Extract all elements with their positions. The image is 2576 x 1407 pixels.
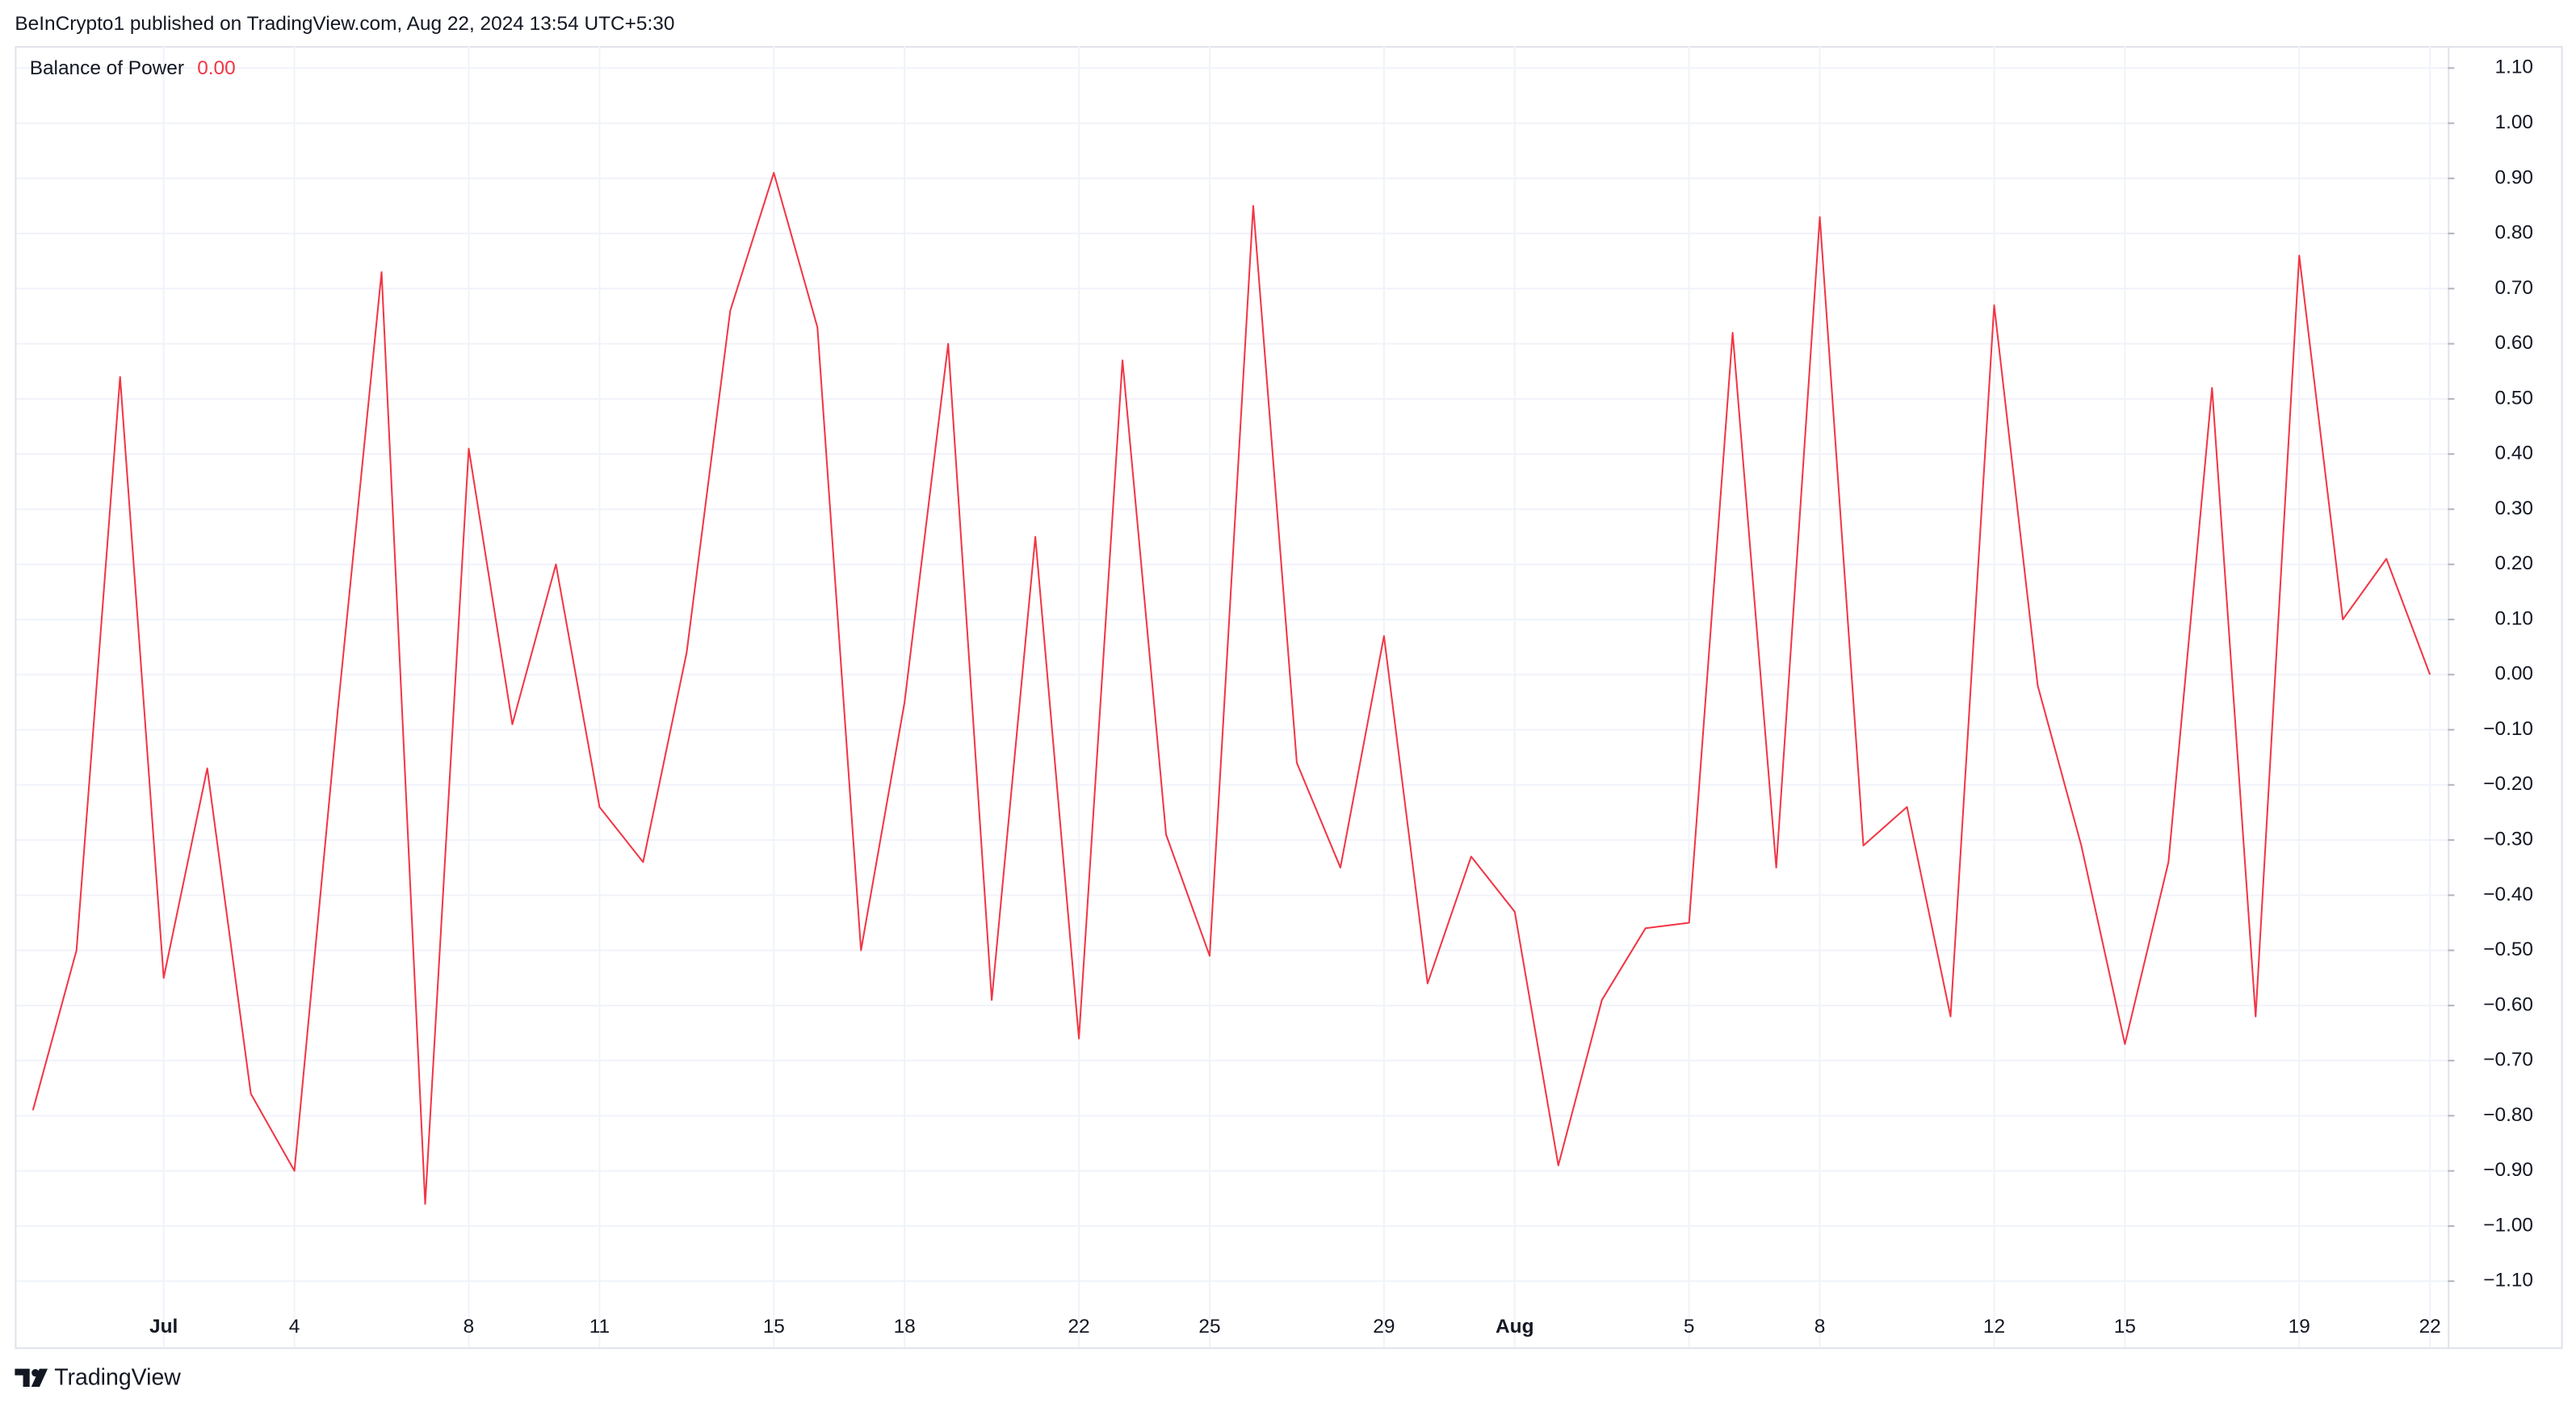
tradingview-logo: TradingView bbox=[15, 1364, 181, 1390]
y-tick-label: 0.30 bbox=[2495, 498, 2534, 519]
y-tick-label: 0.40 bbox=[2495, 443, 2534, 464]
x-tick-label: 18 bbox=[894, 1316, 916, 1338]
y-tick-label: 1.10 bbox=[2495, 57, 2534, 78]
y-tick-label: −0.60 bbox=[2483, 993, 2533, 1015]
x-tick-label: 4 bbox=[289, 1316, 300, 1338]
publish-info: BeInCrypto1 published on TradingView.com… bbox=[15, 13, 674, 35]
y-tick-label: 0.90 bbox=[2495, 166, 2534, 188]
plot bbox=[31, 171, 2431, 1205]
y-tick-label: 0.80 bbox=[2495, 222, 2534, 244]
series-line bbox=[31, 171, 2431, 1205]
y-tick-label: 0.20 bbox=[2495, 552, 2534, 574]
x-tick-label: 25 bbox=[1198, 1316, 1220, 1338]
y-tick-label: −0.20 bbox=[2483, 773, 2533, 795]
y-tick-label: 0.60 bbox=[2495, 332, 2534, 354]
y-tick-label: 0.00 bbox=[2495, 663, 2534, 685]
brand: TradingView bbox=[54, 1364, 181, 1390]
x-tick-label: 15 bbox=[763, 1316, 785, 1338]
y-tick-label: 1.00 bbox=[2495, 111, 2534, 133]
y-tick-label: −0.50 bbox=[2483, 939, 2533, 960]
x-tick-label: 22 bbox=[2419, 1316, 2441, 1338]
grid bbox=[16, 45, 2455, 1348]
legend-name: Balance of Power bbox=[30, 57, 184, 79]
x-tick-label: 5 bbox=[1684, 1316, 1695, 1338]
y-tick-label: −1.10 bbox=[2483, 1270, 2533, 1292]
x-tick-label: Jul bbox=[149, 1316, 178, 1338]
x-tick-label: 15 bbox=[2114, 1316, 2136, 1338]
y-tick-label: −0.30 bbox=[2483, 829, 2533, 850]
y-tick-label: 0.70 bbox=[2495, 277, 2534, 299]
y-tick-label: −0.40 bbox=[2483, 884, 2533, 905]
x-tick-label: 8 bbox=[464, 1316, 475, 1338]
y-tick-label: −0.10 bbox=[2483, 718, 2533, 740]
y-tick-label: 0.50 bbox=[2495, 387, 2534, 409]
y-tick-label: 0.10 bbox=[2495, 607, 2534, 629]
x-tick-label: 12 bbox=[1983, 1316, 2005, 1338]
x-tick-label: 29 bbox=[1373, 1316, 1395, 1338]
legend-value: 0.00 bbox=[197, 57, 236, 79]
y-tick-label: −0.90 bbox=[2483, 1159, 2533, 1181]
legend: Balance of Power 0.00 bbox=[30, 57, 236, 79]
x-tick-label: Aug bbox=[1496, 1316, 1533, 1338]
x-tick-label: 19 bbox=[2289, 1316, 2310, 1338]
y-tick-label: −0.70 bbox=[2483, 1049, 2533, 1071]
x-tick-label: 11 bbox=[589, 1316, 610, 1338]
x-tick-label: 8 bbox=[1815, 1316, 1826, 1338]
x-tick-label: 22 bbox=[1068, 1316, 1089, 1338]
y-tick-label: −0.80 bbox=[2483, 1104, 2533, 1126]
y-tick-label: −1.00 bbox=[2483, 1214, 2533, 1236]
chart-frame bbox=[15, 45, 2563, 1350]
